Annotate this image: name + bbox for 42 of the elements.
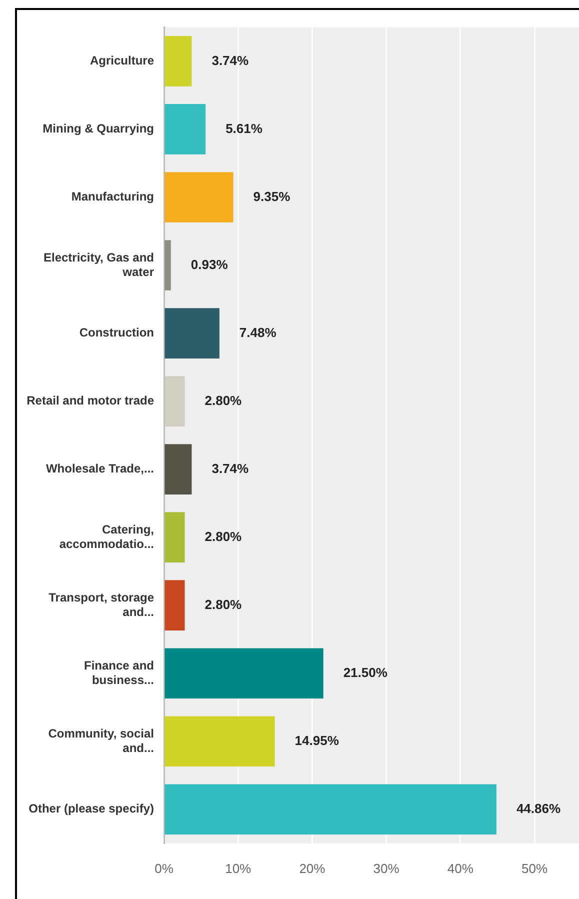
y-tick-label: Wholesale Trade,...: [46, 462, 154, 476]
y-tick-label: Catering, accommodatio...: [59, 522, 154, 551]
bar: [164, 444, 192, 494]
data-label: 14.95%: [294, 732, 340, 748]
x-tick-label: 20%: [299, 860, 326, 876]
bar: [164, 716, 275, 767]
data-label: 21.50%: [343, 664, 388, 680]
bar: [164, 308, 220, 358]
bar: [164, 580, 185, 631]
bar: [164, 648, 324, 699]
bar: [164, 512, 185, 562]
data-label: 5.61%: [226, 120, 263, 136]
x-tick-label: 0%: [154, 860, 174, 876]
bar: [164, 36, 192, 86]
bar: [164, 104, 206, 154]
bar: [164, 240, 171, 290]
bar: [164, 172, 234, 222]
y-tick-label: Electricity, Gas and water: [44, 250, 154, 279]
y-tick-label: Other (please specify): [28, 802, 154, 816]
data-label: 3.74%: [212, 460, 250, 476]
data-label: 44.86%: [516, 800, 561, 816]
x-tick-label: 50%: [522, 860, 548, 876]
data-label: 2.80%: [204, 392, 242, 408]
data-label: 2.80%: [204, 528, 242, 544]
data-label: 3.74%: [212, 52, 250, 68]
y-tick-label: Agriculture: [90, 54, 154, 68]
data-label: 9.35%: [253, 188, 291, 204]
x-tick-label: 30%: [373, 860, 400, 876]
bar: [164, 784, 496, 835]
y-tick-label: Transport, storage and...: [48, 590, 154, 619]
data-label: 7.48%: [239, 324, 277, 340]
y-tick-label: Construction: [79, 326, 154, 340]
y-tick-label: Community, social and...: [48, 726, 154, 755]
y-tick-label: Retail and motor trade: [26, 394, 154, 408]
data-label: 0.93%: [190, 256, 228, 272]
y-tick-label: Finance and business...: [84, 658, 154, 687]
bar: [164, 376, 185, 426]
x-tick-label: 10%: [225, 860, 252, 876]
x-tick-label: 40%: [447, 860, 474, 876]
data-label: 2.80%: [204, 596, 242, 612]
y-tick-label: Manufacturing: [71, 190, 154, 204]
y-tick-label: Mining & Quarrying: [42, 122, 154, 136]
